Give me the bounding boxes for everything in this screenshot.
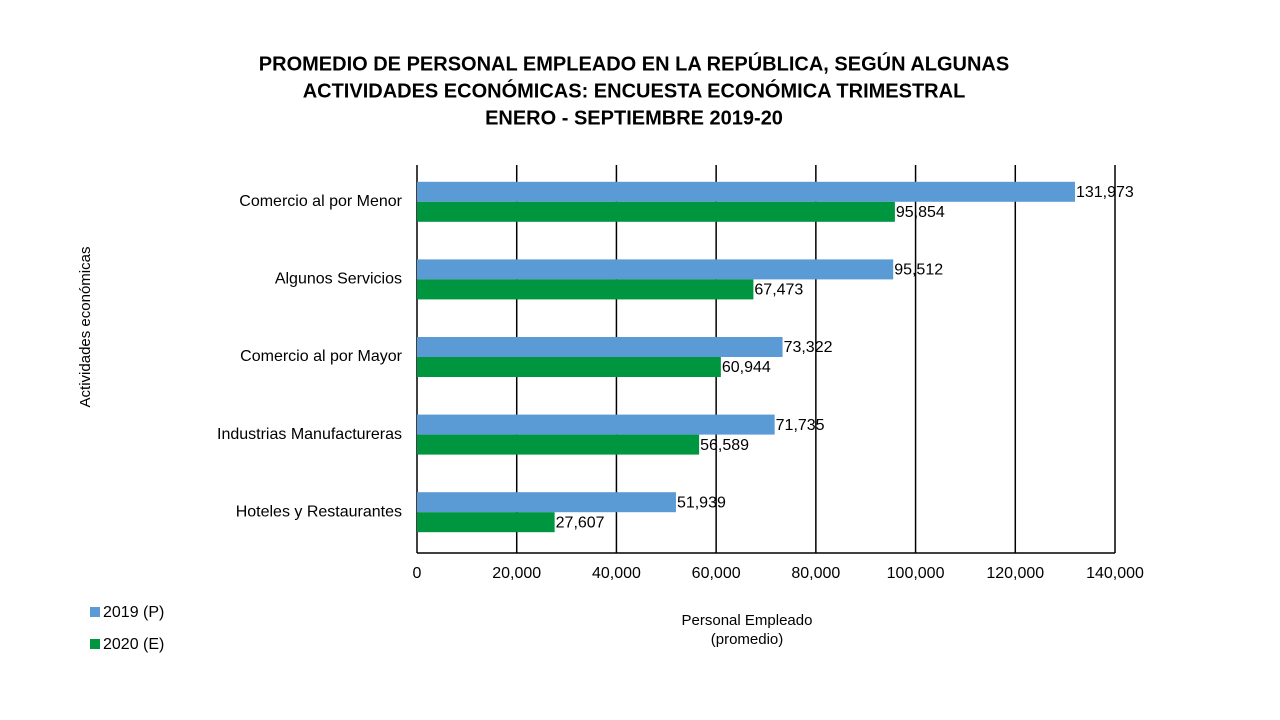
data-label: 95,512 bbox=[894, 262, 943, 279]
x-axis-label: (promedio) bbox=[711, 631, 784, 648]
bar bbox=[417, 492, 676, 513]
data-label: 71,735 bbox=[776, 417, 825, 434]
bar bbox=[417, 259, 894, 280]
y-tick-label: Industrias Manufactureras bbox=[217, 426, 402, 443]
data-label: 51,939 bbox=[677, 494, 726, 511]
y-tick-label: Hoteles y Restaurantes bbox=[236, 503, 402, 520]
bar bbox=[417, 201, 895, 222]
data-label: 73,322 bbox=[784, 339, 833, 356]
data-label: 27,607 bbox=[556, 514, 605, 531]
legend-swatch bbox=[90, 607, 100, 617]
bar bbox=[417, 434, 700, 455]
bar bbox=[417, 337, 783, 357]
x-tick-label: 120,000 bbox=[986, 565, 1044, 582]
x-tick-label: 80,000 bbox=[791, 565, 840, 582]
legend-swatch bbox=[90, 639, 100, 649]
x-tick-label: 20,000 bbox=[492, 565, 541, 582]
data-label: 67,473 bbox=[754, 282, 803, 299]
x-tick-label: 100,000 bbox=[887, 565, 945, 582]
x-axis-label: Personal Empleado bbox=[682, 612, 813, 629]
y-tick-label: Comercio al por Mayor bbox=[240, 348, 403, 365]
data-label: 60,944 bbox=[722, 359, 771, 376]
bar bbox=[417, 414, 775, 435]
data-label: 56,589 bbox=[700, 437, 749, 454]
legend-label: 2020 (E) bbox=[103, 636, 164, 653]
legend-label: 2019 (P) bbox=[103, 604, 164, 621]
bar bbox=[417, 279, 754, 300]
chart-title: ACTIVIDADES ECONÓMICAS: ENCUESTA ECONÓMI… bbox=[303, 78, 966, 102]
x-tick-label: 0 bbox=[413, 565, 422, 582]
y-axis-label: Actividades económicas bbox=[77, 247, 94, 408]
bar bbox=[417, 357, 721, 377]
data-label: 131,973 bbox=[1076, 184, 1134, 201]
x-tick-label: 40,000 bbox=[592, 565, 641, 582]
x-tick-label: 60,000 bbox=[692, 565, 741, 582]
chart-title: PROMEDIO DE PERSONAL EMPLEADO EN LA REPÚ… bbox=[259, 51, 1009, 75]
x-tick-label: 140,000 bbox=[1086, 565, 1144, 582]
y-tick-label: Comercio al por Menor bbox=[239, 193, 402, 210]
y-tick-label: Algunos Servicios bbox=[275, 271, 402, 288]
chart-title: ENERO - SEPTIEMBRE 2019-20 bbox=[485, 107, 783, 129]
bar bbox=[417, 512, 555, 533]
data-label: 95,854 bbox=[896, 204, 945, 221]
bar bbox=[417, 181, 1075, 202]
